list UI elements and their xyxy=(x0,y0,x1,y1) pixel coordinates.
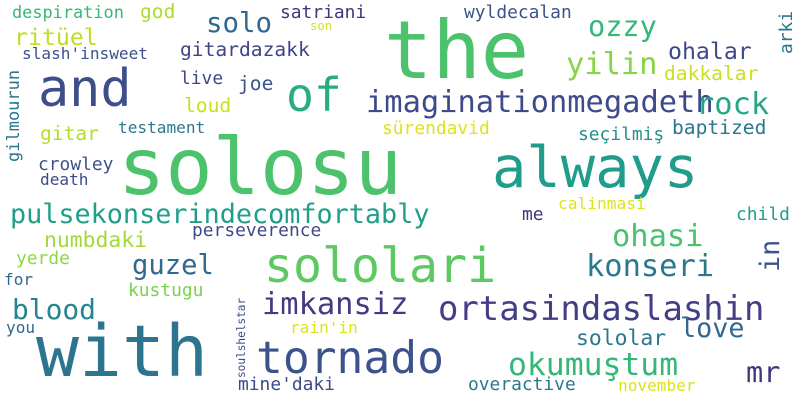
word: and xyxy=(38,59,132,119)
word: sololari xyxy=(264,238,497,294)
word: testament xyxy=(118,118,206,137)
word: loud xyxy=(184,94,232,117)
word: blood xyxy=(12,293,96,326)
word: okumuştum xyxy=(508,347,679,383)
word: mine'daki xyxy=(238,374,335,395)
word: of xyxy=(286,68,342,122)
word: the xyxy=(384,3,530,97)
word: ortasindaslashin xyxy=(438,289,765,328)
word: death xyxy=(40,170,89,189)
word: arki xyxy=(776,10,797,54)
word: child xyxy=(736,204,790,225)
word: november xyxy=(618,376,696,395)
word: gitar xyxy=(40,122,99,145)
word: yilin xyxy=(566,47,658,82)
word: with xyxy=(36,310,208,393)
word: despiration xyxy=(12,2,124,22)
word: live xyxy=(180,68,224,89)
word: yerde xyxy=(16,248,70,269)
word: soulshelstar xyxy=(235,297,248,378)
word: imkansiz xyxy=(262,287,409,322)
word: love xyxy=(680,313,745,344)
word: crowley xyxy=(38,154,114,175)
word: imaginationmegadeth xyxy=(366,85,714,120)
word: baptized xyxy=(672,116,767,139)
word: perseverence xyxy=(192,220,322,241)
word: sololar xyxy=(576,326,667,351)
word: son xyxy=(310,19,333,33)
word: gitardazakk xyxy=(180,38,310,61)
word: rain'in xyxy=(290,318,358,337)
word: you xyxy=(6,318,36,337)
word: kustugu xyxy=(128,280,204,301)
word: mr xyxy=(746,355,781,389)
word: for xyxy=(4,270,34,289)
word: rock xyxy=(696,87,770,122)
word: slash'insweet xyxy=(22,44,148,63)
word: ohalar xyxy=(668,38,752,65)
word: ritüel xyxy=(14,24,98,51)
word: gilmourun xyxy=(4,69,24,162)
word: in xyxy=(755,239,786,272)
word: satriani xyxy=(280,2,367,23)
word: me xyxy=(522,204,544,225)
word: always xyxy=(492,135,699,201)
word: god xyxy=(140,0,176,23)
word: sürendavid xyxy=(382,118,490,139)
word: guzel xyxy=(132,250,214,281)
word: konseri xyxy=(586,249,715,284)
word: seçilmiş xyxy=(578,124,665,145)
word: ozzy xyxy=(588,9,657,43)
word: numbdaki xyxy=(44,228,148,253)
word: wyldecalan xyxy=(464,2,572,23)
word: calinmasi xyxy=(558,194,646,213)
word: ohasi xyxy=(612,219,704,254)
word: joe xyxy=(238,72,274,95)
word: solosu xyxy=(118,121,402,213)
word: dakkalar xyxy=(664,62,759,85)
word: solo xyxy=(206,8,272,39)
word: pulsekonserindecomfortably xyxy=(10,199,430,230)
word: tornado xyxy=(256,332,444,384)
word: overactive xyxy=(468,374,576,395)
